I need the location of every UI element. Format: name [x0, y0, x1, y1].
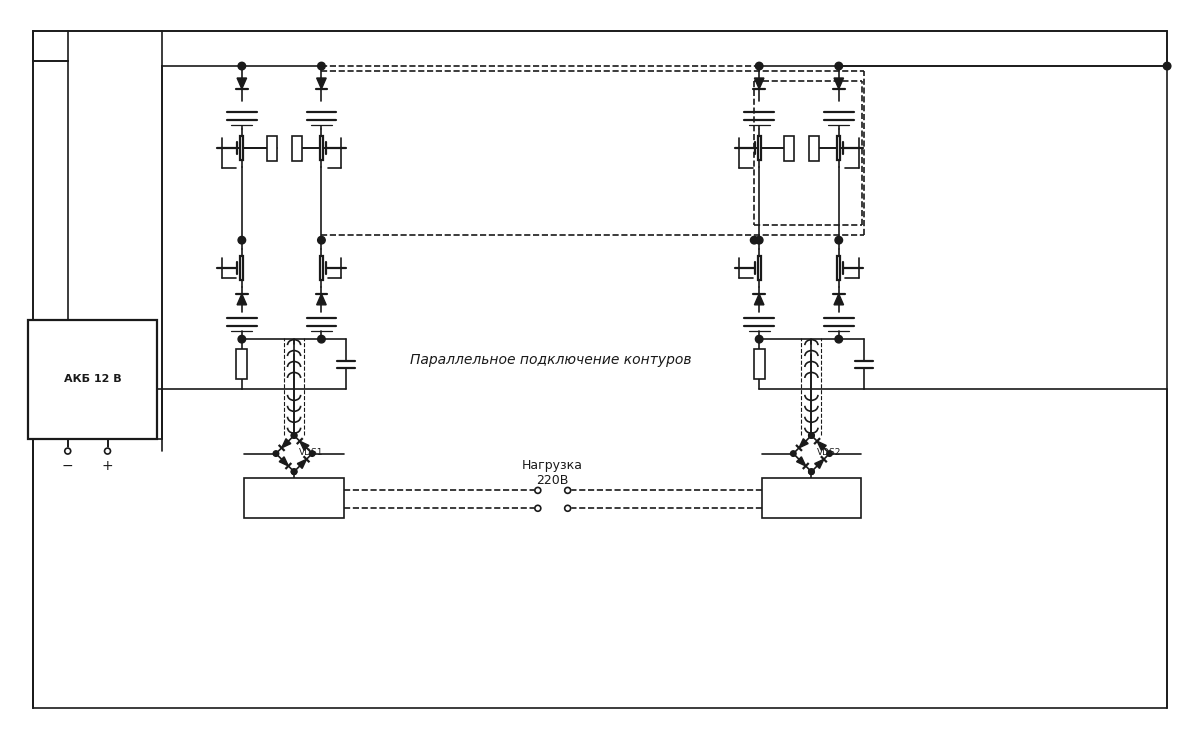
- Text: +: +: [102, 459, 113, 473]
- Bar: [838, 136, 840, 160]
- Bar: [240, 256, 244, 280]
- Circle shape: [809, 469, 815, 474]
- Circle shape: [535, 505, 541, 511]
- Bar: [784, 136, 794, 160]
- Circle shape: [238, 236, 246, 244]
- Text: Нагрузка
220В: Нагрузка 220В: [522, 460, 583, 488]
- Text: VDS2: VDS2: [816, 448, 841, 457]
- Polygon shape: [238, 294, 247, 304]
- Circle shape: [238, 62, 246, 70]
- Circle shape: [835, 236, 842, 244]
- Circle shape: [1163, 62, 1171, 70]
- Polygon shape: [317, 78, 326, 89]
- Circle shape: [835, 62, 842, 70]
- Polygon shape: [282, 439, 290, 448]
- Text: Параллельное подключение контуров: Параллельное подключение контуров: [409, 353, 691, 367]
- Circle shape: [292, 469, 296, 474]
- Circle shape: [756, 62, 763, 70]
- Polygon shape: [280, 457, 288, 466]
- Circle shape: [809, 432, 815, 438]
- Circle shape: [104, 448, 110, 454]
- Bar: [809, 136, 818, 160]
- Circle shape: [791, 451, 796, 457]
- Polygon shape: [834, 78, 844, 89]
- Circle shape: [65, 448, 71, 454]
- Circle shape: [827, 451, 833, 457]
- Bar: [838, 256, 840, 280]
- Bar: [28, 320, 157, 439]
- Polygon shape: [817, 441, 827, 450]
- Bar: [320, 256, 323, 280]
- Bar: [762, 478, 862, 518]
- Bar: [240, 136, 244, 160]
- Polygon shape: [300, 441, 308, 450]
- Bar: [266, 136, 277, 160]
- Bar: [754, 349, 764, 379]
- Polygon shape: [834, 294, 844, 304]
- Circle shape: [310, 451, 314, 457]
- Polygon shape: [799, 439, 808, 448]
- Bar: [236, 349, 247, 379]
- Circle shape: [809, 469, 815, 474]
- Text: −: −: [62, 459, 73, 473]
- Circle shape: [318, 62, 325, 70]
- Polygon shape: [317, 294, 326, 304]
- Polygon shape: [298, 459, 306, 469]
- Circle shape: [835, 336, 842, 343]
- Circle shape: [756, 236, 763, 244]
- Bar: [757, 256, 761, 280]
- Circle shape: [565, 488, 571, 494]
- Text: VDS1: VDS1: [299, 448, 324, 457]
- Circle shape: [238, 336, 246, 343]
- Circle shape: [292, 469, 296, 474]
- Circle shape: [318, 236, 325, 244]
- Polygon shape: [797, 457, 805, 466]
- Circle shape: [565, 505, 571, 511]
- Circle shape: [292, 432, 296, 438]
- Text: АКБ 12 В: АКБ 12 В: [64, 375, 121, 384]
- Polygon shape: [755, 78, 764, 89]
- Circle shape: [809, 432, 815, 438]
- Bar: [757, 136, 761, 160]
- Circle shape: [750, 236, 758, 244]
- Circle shape: [756, 336, 763, 343]
- Bar: [292, 136, 301, 160]
- Polygon shape: [238, 78, 247, 89]
- Circle shape: [318, 336, 325, 343]
- Circle shape: [274, 451, 278, 457]
- Polygon shape: [815, 459, 824, 469]
- Bar: [320, 136, 323, 160]
- Circle shape: [535, 488, 541, 494]
- Polygon shape: [755, 294, 764, 304]
- Bar: [245, 478, 344, 518]
- Circle shape: [292, 432, 296, 438]
